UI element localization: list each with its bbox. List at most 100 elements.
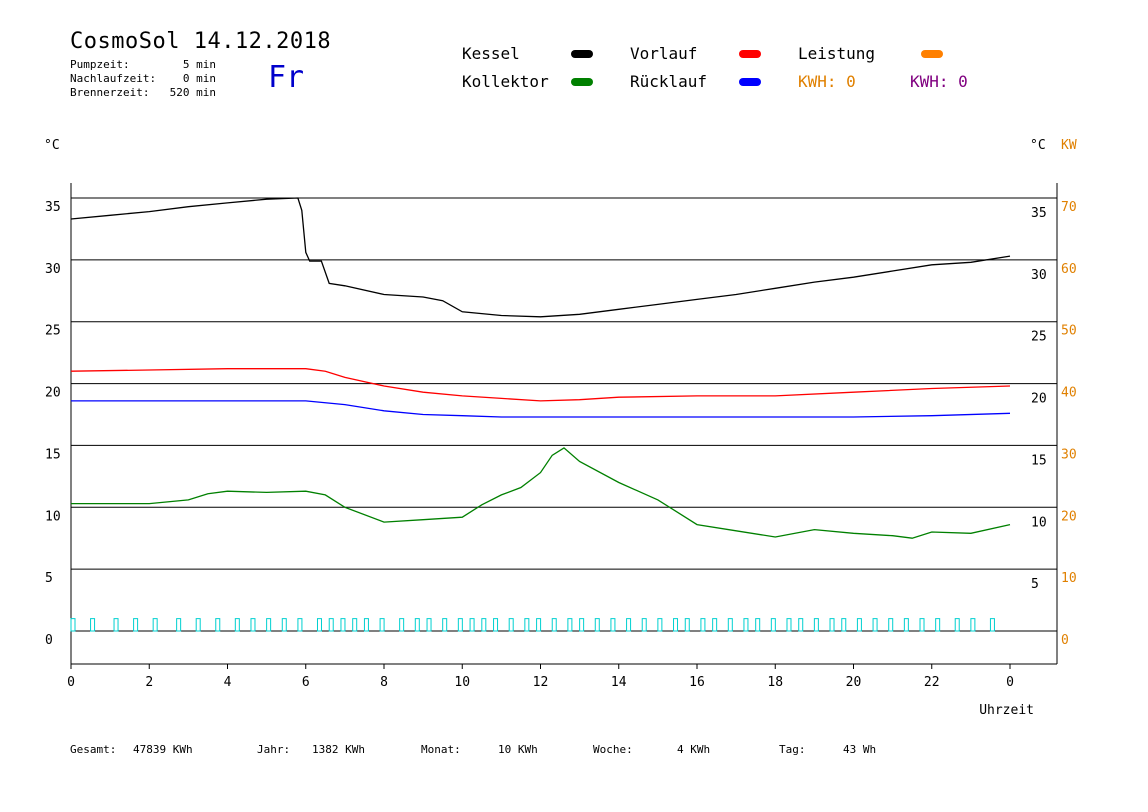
pump-pulse-53 bbox=[888, 618, 894, 632]
y-tick-right-c-35: 35 bbox=[1031, 206, 1047, 221]
y-tick-right-kw-60: 60 bbox=[1061, 262, 1077, 277]
right-axis-unit-kw: KW bbox=[1061, 138, 1077, 153]
x-tick-3: 6 bbox=[302, 675, 310, 690]
brennerzeit-value: 520 min bbox=[169, 86, 216, 99]
pump-pulse-26 bbox=[493, 618, 499, 632]
footer-monat-value: 10 KWh bbox=[498, 743, 538, 756]
footer-tag-value: 43 Wh bbox=[843, 743, 877, 756]
pump-pulse-52 bbox=[872, 618, 878, 632]
x-tick-0: 0 bbox=[67, 675, 75, 690]
pump-pulse-15 bbox=[340, 618, 346, 632]
pump-pulse-39 bbox=[684, 618, 690, 632]
footer-jahr-label: Jahr: bbox=[257, 743, 291, 756]
pump-pulse-49 bbox=[829, 618, 835, 632]
x-tick-1: 2 bbox=[145, 675, 153, 690]
pump-pulse-18 bbox=[379, 618, 385, 632]
legend-ruecklauf-label: Rücklauf bbox=[630, 72, 708, 91]
weekday-label: Fr bbox=[268, 60, 305, 95]
y-tick-right-kw-40: 40 bbox=[1061, 386, 1077, 401]
footer-tag-label: Tag: bbox=[779, 743, 806, 756]
pump-pulse-36 bbox=[641, 618, 647, 632]
pumpzeit-label: Pumpzeit: bbox=[70, 58, 130, 71]
pump-pulse-57 bbox=[954, 618, 960, 632]
pump-pulse-47 bbox=[798, 618, 804, 632]
right-axis-unit-celsius: °C bbox=[1030, 138, 1046, 153]
series-kollektor bbox=[71, 447, 1011, 539]
footer-gesamt-value: 47839 KWh bbox=[133, 743, 193, 756]
y-tick-right-kw-50: 50 bbox=[1061, 324, 1077, 339]
pumpzeit-value: 5 min bbox=[182, 58, 216, 71]
pump-pulse-46 bbox=[786, 618, 792, 632]
pump-pulse-54 bbox=[903, 618, 909, 632]
y-tick-right-c-15: 15 bbox=[1031, 453, 1047, 468]
pump-pulse-20 bbox=[414, 618, 420, 632]
y-tick-left-35: 35 bbox=[45, 200, 61, 215]
pump-pulse-12 bbox=[297, 618, 303, 632]
pump-pulse-0 bbox=[70, 618, 76, 632]
legend-leistung-swatch bbox=[921, 50, 943, 58]
pump-pulse-21 bbox=[426, 618, 432, 632]
legend-ruecklauf-swatch bbox=[739, 78, 761, 86]
y-tick-left-0: 0 bbox=[45, 633, 53, 648]
pump-pulse-31 bbox=[567, 618, 573, 632]
legend-leistung-label: Leistung bbox=[798, 44, 876, 63]
x-tick-9: 18 bbox=[767, 675, 783, 690]
pump-pulse-2 bbox=[113, 618, 119, 632]
nachlaufzeit-label: Nachlaufzeit: bbox=[70, 72, 157, 85]
x-tick-6: 12 bbox=[533, 675, 549, 690]
x-tick-12: 0 bbox=[1006, 675, 1014, 690]
pump-pulse-50 bbox=[841, 618, 847, 632]
pump-pulse-5 bbox=[176, 618, 182, 632]
chart-title: CosmoSol 14.12.2018 bbox=[70, 29, 332, 54]
legend-kessel-label: Kessel bbox=[462, 44, 520, 63]
legend-kessel-swatch bbox=[571, 50, 593, 58]
y-tick-left-5: 5 bbox=[45, 571, 53, 586]
pump-pulse-13 bbox=[316, 618, 322, 632]
pump-pulse-28 bbox=[524, 618, 530, 632]
left-axis-unit: °C bbox=[44, 138, 60, 153]
pump-pulse-8 bbox=[234, 618, 240, 632]
pump-pulse-27 bbox=[508, 618, 514, 632]
legend-vorlauf-swatch bbox=[739, 50, 761, 58]
y-tick-left-20: 20 bbox=[45, 386, 61, 401]
y-tick-left-10: 10 bbox=[45, 509, 61, 524]
legend-vorlauf-label: Vorlauf bbox=[630, 44, 698, 63]
pump-pulse-10 bbox=[266, 618, 272, 632]
legend-kwh-total: KWH: 0 bbox=[798, 72, 856, 91]
pump-pulse-32 bbox=[579, 618, 585, 632]
x-tick-5: 10 bbox=[454, 675, 470, 690]
x-axis-label: Uhrzeit bbox=[979, 703, 1034, 718]
pump-pulse-51 bbox=[856, 618, 862, 632]
x-tick-11: 22 bbox=[924, 675, 940, 690]
pump-pulse-29 bbox=[536, 618, 542, 632]
x-tick-2: 4 bbox=[224, 675, 232, 690]
pump-pulse-55 bbox=[919, 618, 925, 632]
y-tick-left-30: 30 bbox=[45, 262, 61, 277]
pump-pulse-19 bbox=[399, 618, 405, 632]
pump-pulse-24 bbox=[469, 618, 475, 632]
footer-gesamt-label: Gesamt: bbox=[70, 743, 117, 756]
pump-pulse-45 bbox=[770, 618, 776, 632]
pump-pulse-33 bbox=[594, 618, 600, 632]
footer-woche-value: 4 KWh bbox=[677, 743, 711, 756]
pump-pulse-35 bbox=[626, 618, 632, 632]
pump-pulse-22 bbox=[442, 618, 448, 632]
nachlaufzeit-value: 0 min bbox=[182, 72, 216, 85]
pump-pulse-43 bbox=[743, 618, 749, 632]
pump-pulse-17 bbox=[363, 618, 369, 632]
pump-pulse-25 bbox=[481, 618, 487, 632]
pump-pulse-44 bbox=[755, 618, 761, 632]
y-tick-right-c-25: 25 bbox=[1031, 330, 1047, 345]
pump-pulse-23 bbox=[457, 618, 463, 632]
series-ruecklauf bbox=[71, 400, 1011, 418]
footer-jahr-value: 1382 KWh bbox=[312, 743, 365, 756]
pump-pulse-56 bbox=[935, 618, 941, 632]
pump-pulse-41 bbox=[712, 618, 718, 632]
pump-pulse-1 bbox=[90, 618, 96, 632]
x-tick-7: 14 bbox=[611, 675, 627, 690]
pump-pulse-7 bbox=[215, 618, 221, 632]
pump-pulse-58 bbox=[970, 618, 976, 632]
pump-pulse-59 bbox=[989, 618, 995, 632]
y-tick-right-kw-0: 0 bbox=[1061, 633, 1069, 648]
